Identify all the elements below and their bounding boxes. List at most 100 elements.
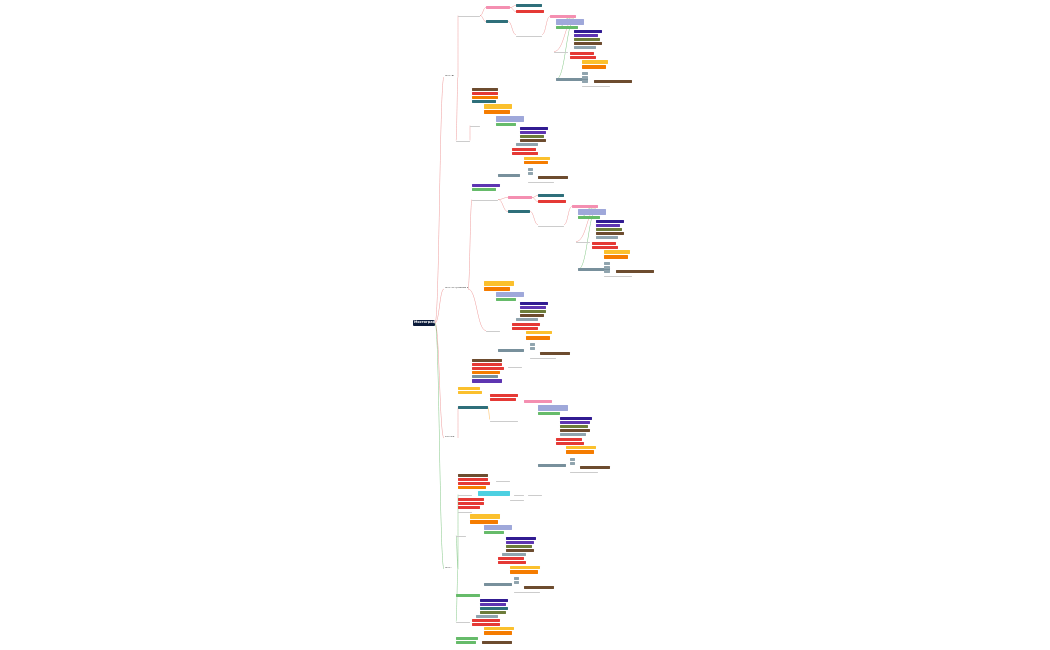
mind-map-node-64[interactable]	[596, 228, 622, 231]
mind-map-node-96[interactable]	[472, 359, 502, 362]
mind-map-node-7[interactable]	[550, 15, 576, 18]
mind-map-node-116[interactable]	[560, 433, 586, 436]
mind-map-node-5[interactable]	[516, 10, 544, 13]
mind-map-node-169[interactable]	[484, 631, 512, 635]
mind-map-node-119[interactable]	[566, 446, 596, 449]
mind-map-node-108[interactable]	[490, 417, 518, 422]
mind-map-node-26[interactable]	[456, 139, 470, 142]
mind-map-node-56[interactable]	[538, 200, 566, 203]
mind-map-node-11[interactable]	[574, 30, 602, 33]
mind-map-node-122[interactable]	[570, 458, 575, 461]
mind-map-node-35[interactable]	[496, 123, 516, 126]
mind-map-node-49[interactable]	[528, 180, 554, 183]
mind-map-node-97[interactable]	[472, 363, 502, 366]
mind-map-node-154[interactable]	[484, 583, 512, 586]
mind-map-node-128[interactable]	[458, 482, 490, 485]
mind-map-node-124[interactable]	[580, 466, 610, 469]
mind-map-node-117[interactable]	[556, 438, 582, 441]
mind-map-node-167[interactable]	[472, 623, 500, 626]
mind-map-node-29[interactable]	[472, 96, 498, 99]
mind-map-node-59[interactable]	[578, 209, 606, 215]
branch-node-1[interactable]: Мосты	[445, 75, 454, 77]
mind-map-node-139[interactable]	[510, 498, 524, 501]
mind-map-node-70[interactable]	[604, 255, 628, 259]
mind-map-node-94[interactable]	[540, 352, 570, 355]
root-node[interactable]: Мостография	[413, 320, 435, 326]
mind-map-node-132[interactable]	[478, 491, 510, 496]
mind-map-node-32[interactable]	[484, 104, 512, 109]
mind-map-node-164[interactable]	[480, 611, 506, 614]
mind-map-node-14[interactable]	[574, 42, 602, 45]
mind-map-node-172[interactable]	[482, 641, 512, 644]
mind-map-node-121[interactable]	[538, 464, 566, 467]
mind-map-node-3[interactable]	[486, 20, 508, 23]
mind-map-node-110[interactable]	[538, 405, 568, 411]
mind-map-node-10[interactable]	[554, 50, 568, 53]
mind-map-node-25[interactable]	[582, 84, 610, 87]
mind-map-node-148[interactable]	[506, 549, 534, 552]
mind-map-node-2[interactable]	[486, 6, 510, 9]
mind-map-node-24[interactable]	[594, 80, 632, 83]
mind-map-node-55[interactable]	[538, 194, 564, 197]
mind-map-node-38[interactable]	[520, 135, 544, 138]
mind-map-node-52[interactable]	[472, 198, 498, 201]
mind-map-node-61[interactable]	[576, 240, 590, 243]
mind-map-node-33[interactable]	[484, 110, 510, 114]
mind-map-node-43[interactable]	[524, 157, 550, 160]
mind-map-node-136[interactable]	[458, 502, 484, 505]
mind-map-node-37[interactable]	[520, 131, 546, 134]
mind-map-node-138[interactable]	[458, 510, 472, 513]
mind-map-node-159[interactable]	[456, 620, 470, 623]
mind-map-node-4[interactable]	[516, 4, 542, 7]
mind-map-node-168[interactable]	[484, 627, 514, 630]
mind-map-node-112[interactable]	[560, 417, 592, 420]
mind-map-node-111[interactable]	[538, 412, 560, 415]
mind-map-node-67[interactable]	[592, 242, 616, 245]
mind-map-node-127[interactable]	[458, 478, 488, 481]
mind-map-node-142[interactable]	[470, 520, 498, 524]
mind-map-node-28[interactable]	[472, 92, 498, 95]
branch-node-4[interactable]: Мост	[445, 567, 452, 569]
mind-map-node-63[interactable]	[596, 224, 620, 227]
mind-map-node-89[interactable]	[526, 331, 552, 334]
mind-map-node-101[interactable]	[472, 379, 502, 383]
mind-map-node-165[interactable]	[476, 615, 498, 618]
mind-map-node-162[interactable]	[480, 603, 506, 606]
mind-map-node-80[interactable]	[496, 292, 524, 297]
mind-map-node-153[interactable]	[510, 570, 538, 574]
mind-map-node-23[interactable]	[582, 80, 588, 83]
mind-map-node-66[interactable]	[596, 236, 618, 239]
mind-map-node-17[interactable]	[570, 56, 596, 59]
mind-map-node-44[interactable]	[524, 161, 548, 164]
mind-map-node-42[interactable]	[512, 152, 538, 155]
mind-map-node-36[interactable]	[520, 127, 548, 130]
mind-map-node-120[interactable]	[566, 450, 594, 454]
mind-map-node-9[interactable]	[556, 26, 578, 29]
mind-map-node-45[interactable]	[498, 174, 520, 177]
mind-map-node-40[interactable]	[516, 143, 538, 146]
mind-map-node-72[interactable]	[604, 262, 610, 265]
mind-map-node-81[interactable]	[496, 298, 516, 301]
mind-map-node-57[interactable]	[538, 222, 564, 227]
mind-map-node-147[interactable]	[506, 545, 532, 548]
mind-map-node-170[interactable]	[456, 637, 478, 640]
mind-map-node-71[interactable]	[578, 268, 610, 271]
mind-map-node-19[interactable]	[582, 65, 606, 69]
mind-map-node-62[interactable]	[596, 220, 624, 223]
mind-map-node-105[interactable]	[458, 406, 488, 409]
mind-map-node-156[interactable]	[514, 581, 519, 584]
mind-map-node-109[interactable]	[524, 400, 552, 403]
mind-map-node-85[interactable]	[520, 314, 544, 317]
mind-map-node-53[interactable]	[508, 196, 532, 199]
mind-map-node-134[interactable]	[528, 493, 542, 496]
mind-map-node-92[interactable]	[530, 343, 535, 346]
mind-map-node-78[interactable]	[484, 281, 514, 286]
mind-map-node-79[interactable]	[484, 287, 510, 291]
mind-map-node-145[interactable]	[506, 537, 536, 540]
mind-map-node-95[interactable]	[530, 356, 556, 359]
mind-map-node-13[interactable]	[574, 38, 600, 41]
mind-map-node-133[interactable]	[514, 493, 524, 496]
mind-map-node-69[interactable]	[604, 250, 630, 254]
mind-map-node-87[interactable]	[512, 323, 540, 326]
mind-map-node-166[interactable]	[472, 619, 500, 622]
